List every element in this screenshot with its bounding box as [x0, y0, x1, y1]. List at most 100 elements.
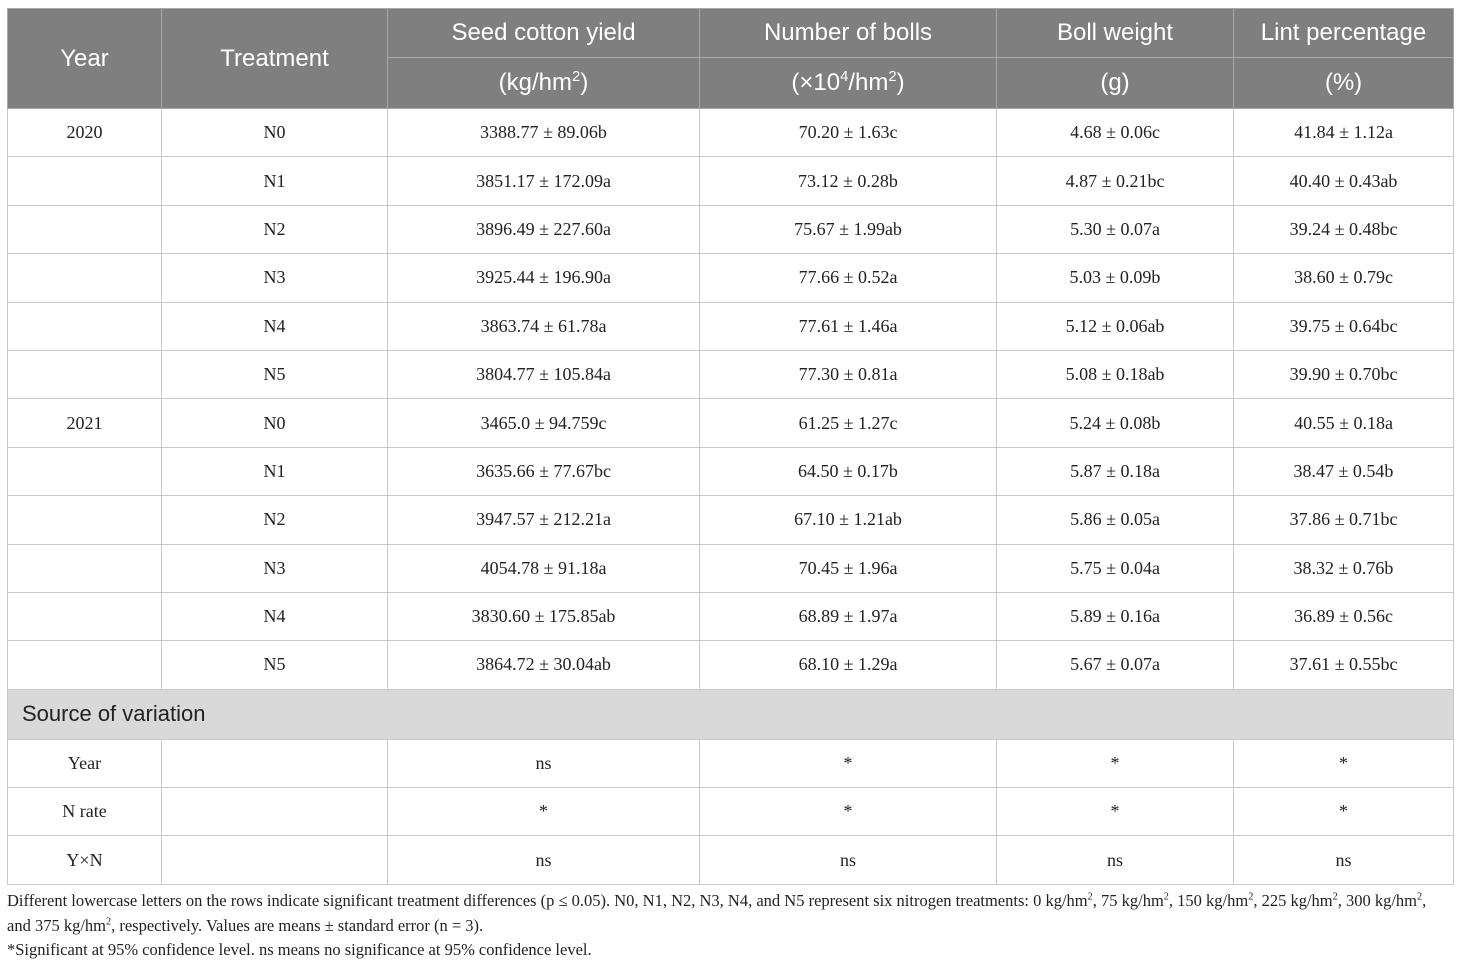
- cell-lint: 36.89 ± 0.56c: [1233, 591, 1454, 642]
- cell-lint: *: [1233, 787, 1454, 837]
- cell-treatment: [161, 835, 388, 885]
- cell-boll-weight: 5.75 ± 0.04a: [996, 543, 1234, 593]
- cell-lint: 37.86 ± 0.71bc: [1233, 495, 1454, 545]
- cell-lint: *: [1233, 738, 1454, 789]
- cell-bolls: *: [699, 787, 997, 837]
- cell-treatment: [161, 787, 388, 837]
- cell-boll-weight: 5.08 ± 0.18ab: [996, 349, 1234, 400]
- cell-treatment: N5: [161, 640, 388, 690]
- cell-bolls: 68.89 ± 1.97a: [699, 591, 997, 642]
- table-row: N3 3925.44 ± 196.90a 77.66 ± 0.52a 5.03 …: [7, 253, 1454, 303]
- table-row: N4 3863.74 ± 61.78a 77.61 ± 1.46a 5.12 ±…: [7, 301, 1454, 351]
- table-body: 2020 N0 3388.77 ± 89.06b 70.20 ± 1.63c 4…: [7, 107, 1454, 885]
- cell-yield: 3465.0 ± 94.759c: [387, 398, 700, 448]
- cell-boll-weight: 5.89 ± 0.16a: [996, 591, 1234, 642]
- cell-year: [7, 495, 162, 545]
- header-lint-percentage: Lint percentage: [1233, 8, 1454, 58]
- cell-yield: *: [387, 787, 700, 837]
- cell-bolls: *: [699, 738, 997, 789]
- cell-lint: 37.61 ± 0.55bc: [1233, 640, 1454, 690]
- cell-lint: 39.90 ± 0.70bc: [1233, 349, 1454, 400]
- cell-lint: ns: [1233, 835, 1454, 885]
- cell-year: [7, 301, 162, 351]
- cell-bolls: 70.20 ± 1.63c: [699, 107, 997, 158]
- cell-yield: 3863.74 ± 61.78a: [387, 301, 700, 351]
- cell-treatment: N4: [161, 301, 388, 351]
- variation-row: Year ns * * *: [7, 738, 1454, 789]
- variation-row: N rate * * * *: [7, 787, 1454, 837]
- cell-bolls: 67.10 ± 1.21ab: [699, 495, 997, 545]
- cell-treatment: N5: [161, 349, 388, 400]
- cell-bolls: 64.50 ± 0.17b: [699, 446, 997, 497]
- cell-bolls: 75.67 ± 1.99ab: [699, 204, 997, 255]
- cell-treatment: N2: [161, 204, 388, 255]
- cell-treatment: N2: [161, 495, 388, 545]
- table-row: N5 3804.77 ± 105.84a 77.30 ± 0.81a 5.08 …: [7, 349, 1454, 400]
- header-row-units: (kg/hm2) (×104/hm2) (g) (%): [8, 57, 1454, 109]
- footnote-treatments: Different lowercase letters on the rows …: [7, 891, 1427, 935]
- cell-source: N rate: [7, 787, 162, 837]
- cell-yield: 3925.44 ± 196.90a: [387, 253, 700, 303]
- source-of-variation-label: Source of variation: [7, 688, 1454, 740]
- header-year: Year: [7, 8, 162, 109]
- cell-yield: ns: [387, 738, 700, 789]
- cell-year: [7, 253, 162, 303]
- cell-bolls: 77.66 ± 0.52a: [699, 253, 997, 303]
- cell-bolls: 61.25 ± 1.27c: [699, 398, 997, 448]
- table-row: N4 3830.60 ± 175.85ab 68.89 ± 1.97a 5.89…: [7, 591, 1454, 642]
- table-header: Year Treatment Seed cotton yield Number …: [7, 8, 1454, 109]
- cell-yield: 3804.77 ± 105.84a: [387, 349, 700, 400]
- cell-boll-weight: *: [996, 738, 1234, 789]
- results-table: Year Treatment Seed cotton yield Number …: [7, 8, 1454, 885]
- cell-bolls: ns: [699, 835, 997, 885]
- cell-yield: 3947.57 ± 212.21a: [387, 495, 700, 545]
- cell-bolls: 73.12 ± 0.28b: [699, 156, 997, 206]
- cell-boll-weight: 4.68 ± 0.06c: [996, 107, 1234, 158]
- cell-boll-weight: 5.03 ± 0.09b: [996, 253, 1234, 303]
- unit-number-of-bolls: (×104/hm2): [699, 57, 997, 109]
- table-row: 2020 N0 3388.77 ± 89.06b 70.20 ± 1.63c 4…: [7, 107, 1454, 158]
- cell-year: [7, 156, 162, 206]
- cell-boll-weight: 5.24 ± 0.08b: [996, 398, 1234, 448]
- cell-lint: 38.60 ± 0.79c: [1233, 253, 1454, 303]
- cell-year: [7, 204, 162, 255]
- cell-boll-weight: *: [996, 787, 1234, 837]
- unit-lint-percentage: (%): [1233, 57, 1454, 109]
- cell-treatment: N3: [161, 543, 388, 593]
- cell-year: [7, 349, 162, 400]
- cell-year: [7, 591, 162, 642]
- cell-boll-weight: ns: [996, 835, 1234, 885]
- footnote-significance: *Significant at 95% confidence level. ns…: [7, 940, 592, 959]
- header-row-1: Year Treatment Seed cotton yield Number …: [7, 8, 1454, 109]
- cell-lint: 39.75 ± 0.64bc: [1233, 301, 1454, 351]
- cell-treatment: N1: [161, 446, 388, 497]
- variation-row: Y×N ns ns ns ns: [7, 835, 1454, 885]
- table-row: N2 3947.57 ± 212.21a 67.10 ± 1.21ab 5.86…: [7, 495, 1454, 545]
- cell-yield: 3896.49 ± 227.60a: [387, 204, 700, 255]
- cell-year: 2021: [7, 398, 162, 448]
- cell-boll-weight: 4.87 ± 0.21bc: [996, 156, 1234, 206]
- cell-treatment: N1: [161, 156, 388, 206]
- header-seed-cotton-yield: Seed cotton yield: [387, 8, 700, 58]
- cell-treatment: N4: [161, 591, 388, 642]
- header-boll-weight: Boll weight: [996, 8, 1234, 58]
- cell-boll-weight: 5.67 ± 0.07a: [996, 640, 1234, 690]
- cell-lint: 41.84 ± 1.12a: [1233, 107, 1454, 158]
- table-row: 2021 N0 3465.0 ± 94.759c 61.25 ± 1.27c 5…: [7, 398, 1454, 448]
- table-row: N1 3635.66 ± 77.67bc 64.50 ± 0.17b 5.87 …: [7, 446, 1454, 497]
- source-of-variation-header-row: Source of variation: [7, 688, 1454, 740]
- cell-boll-weight: 5.86 ± 0.05a: [996, 495, 1234, 545]
- cell-boll-weight: 5.30 ± 0.07a: [996, 204, 1234, 255]
- table-footnotes: Different lowercase letters on the rows …: [7, 889, 1453, 963]
- cell-yield: 3864.72 ± 30.04ab: [387, 640, 700, 690]
- cell-yield: 4054.78 ± 91.18a: [387, 543, 700, 593]
- cell-year: [7, 446, 162, 497]
- cell-treatment: N3: [161, 253, 388, 303]
- cell-yield: ns: [387, 835, 700, 885]
- cell-bolls: 70.45 ± 1.96a: [699, 543, 997, 593]
- cell-yield: 3851.17 ± 172.09a: [387, 156, 700, 206]
- table-row: N5 3864.72 ± 30.04ab 68.10 ± 1.29a 5.67 …: [7, 640, 1454, 690]
- cell-yield: 3830.60 ± 175.85ab: [387, 591, 700, 642]
- cell-year: [7, 640, 162, 690]
- table-row: N1 3851.17 ± 172.09a 73.12 ± 0.28b 4.87 …: [7, 156, 1454, 206]
